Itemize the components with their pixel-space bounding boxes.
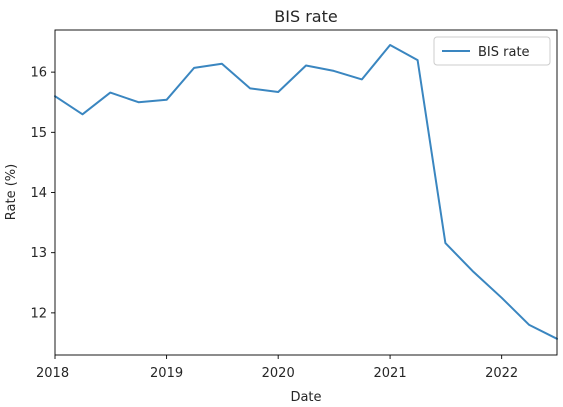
y-tick-label: 13 bbox=[30, 246, 47, 261]
y-axis-label: Rate (%) bbox=[4, 164, 19, 220]
y-tick-label: 14 bbox=[30, 186, 47, 201]
chart-title: BIS rate bbox=[274, 7, 337, 26]
plot-frame bbox=[54, 29, 558, 356]
y-axis-ticks: 12 13 14 15 16 bbox=[30, 66, 55, 321]
x-tick-label: 2020 bbox=[262, 366, 295, 381]
series-line-bis-rate bbox=[54, 44, 558, 340]
x-tick-label: 2018 bbox=[36, 366, 69, 381]
legend-box bbox=[433, 36, 551, 66]
x-axis-label: Date bbox=[290, 390, 321, 405]
y-tick-label: 16 bbox=[30, 66, 47, 81]
legend: BIS rate bbox=[433, 36, 551, 66]
y-tick-label: 15 bbox=[30, 126, 47, 141]
legend-label-bis-rate: BIS rate bbox=[478, 45, 530, 60]
x-tick-label: 2022 bbox=[485, 366, 518, 381]
y-tick-label: 12 bbox=[30, 306, 47, 321]
x-tick-label: 2019 bbox=[150, 366, 183, 381]
x-axis-ticks: 2018 2019 2020 2021 2022 bbox=[36, 355, 518, 381]
x-tick-label: 2021 bbox=[374, 366, 407, 381]
